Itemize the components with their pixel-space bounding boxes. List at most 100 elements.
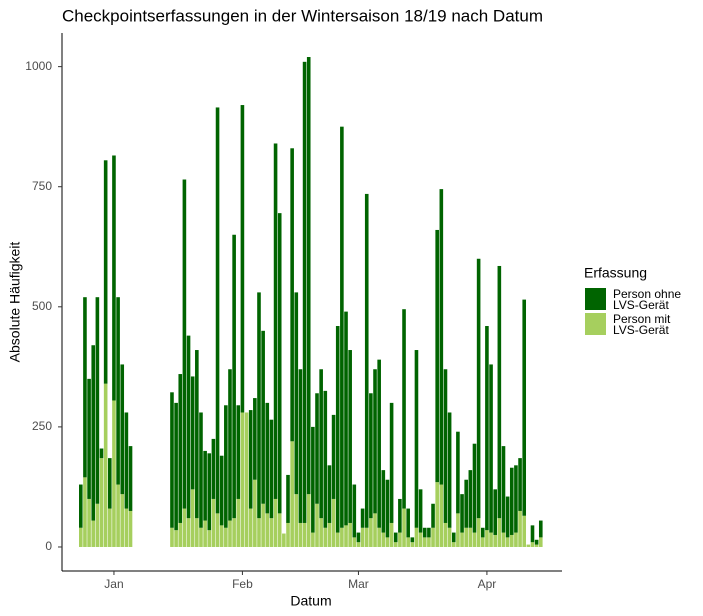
bar-segment [489, 364, 493, 533]
bar-segment [302, 61, 307, 523]
bar-segment [112, 400, 116, 547]
bar-segment [398, 532, 402, 547]
bar-segment [443, 522, 448, 547]
bar-segment [277, 513, 282, 547]
x-tick-label: Feb [232, 577, 253, 591]
bar-segment [364, 527, 369, 547]
bar-segment [219, 525, 224, 547]
bar-segment [306, 494, 311, 547]
bar-segment [514, 465, 518, 533]
bar-segment [468, 527, 473, 547]
bar-segment [381, 470, 386, 533]
bar-segment [294, 292, 299, 495]
legend-label: Person mit LVS-Gerät [613, 312, 671, 337]
bar-segment [286, 474, 290, 523]
bar-segment [340, 126, 344, 528]
bar-segment [485, 326, 489, 531]
bar-segment [493, 534, 497, 547]
bar-segment [319, 518, 323, 547]
bar-segment [294, 494, 299, 547]
bar-segment [269, 518, 274, 547]
bar-segment [228, 520, 232, 547]
bar-segment [402, 309, 406, 509]
bar-segment [360, 527, 365, 547]
chart-title: Checkpointserfassungen in der Wintersais… [62, 6, 543, 25]
bar-segment [116, 484, 120, 547]
bar-segment [236, 498, 241, 547]
bar-segment [273, 143, 278, 499]
bar-segment [505, 496, 510, 538]
bar-segment [418, 489, 423, 533]
bar-segment [323, 527, 328, 547]
bar-segment [253, 479, 257, 547]
bar-segment [406, 537, 410, 547]
bar-segment [199, 412, 203, 528]
bar-segment [451, 532, 456, 543]
bar-segment [447, 412, 452, 528]
bar-segment [538, 520, 543, 538]
bar-segment [480, 537, 485, 547]
bar-segment [290, 441, 294, 547]
bar-segment [398, 498, 402, 533]
bar-segment [456, 431, 460, 514]
bar-segment [406, 508, 410, 538]
bar-segment [128, 510, 133, 547]
bar-segment [91, 345, 96, 521]
bar-segment [232, 518, 236, 547]
bar-segment [497, 518, 502, 547]
bar-segment [311, 426, 315, 533]
bar-segment [103, 160, 108, 384]
bar-segment [385, 537, 390, 547]
bar-segment [447, 527, 452, 547]
bar-segment [381, 532, 386, 547]
legend-title: Erfassung [584, 265, 647, 281]
bar-segment [464, 527, 468, 547]
bar-segment [224, 527, 228, 547]
bar-segment [460, 532, 464, 547]
bar-segment [248, 508, 253, 547]
bar-segment [269, 419, 274, 519]
bar-segment [327, 522, 332, 547]
bar-segment [277, 213, 282, 514]
x-tick-label: Apr [478, 577, 497, 591]
bar-segment [472, 443, 477, 533]
bar-segment [83, 477, 87, 547]
bar-segment [240, 105, 245, 413]
bar-segment [489, 532, 493, 547]
bar-segment [522, 515, 527, 547]
y-tick-label: 1000 [25, 59, 52, 73]
bar-segment [402, 508, 406, 547]
bar-segment [393, 542, 398, 547]
bar-segment [373, 513, 377, 547]
bar-segment [443, 369, 448, 523]
bar-segment [348, 522, 352, 547]
bar-segment [422, 537, 427, 547]
bar-segment [273, 498, 278, 547]
bar-segment [211, 498, 216, 547]
bar-segment [116, 297, 120, 485]
bar-segment [124, 508, 129, 547]
bar-segment [248, 410, 253, 509]
bar-segment [228, 369, 232, 521]
bar-segment [87, 498, 91, 547]
bar-segment [112, 155, 116, 401]
bar-segment [261, 330, 265, 504]
bar-segment [232, 234, 236, 519]
bar-segment [385, 479, 390, 538]
legend-label: Person ohne LVS-Gerät [613, 287, 682, 312]
bar-segment [315, 393, 319, 504]
bar-segment [410, 542, 415, 547]
bar-segment [344, 525, 348, 547]
x-tick-label: Jan [104, 577, 123, 591]
bar-segment [389, 522, 394, 547]
bar-segment [480, 527, 485, 538]
bar-segment [331, 498, 336, 547]
bar-segment [95, 503, 100, 547]
y-tick-label: 500 [32, 299, 52, 313]
y-tick-label: 0 [45, 539, 52, 553]
bar-segment [203, 520, 207, 547]
bar-segment [422, 527, 427, 538]
bar-segment [87, 378, 91, 499]
bar-segment [331, 414, 336, 499]
